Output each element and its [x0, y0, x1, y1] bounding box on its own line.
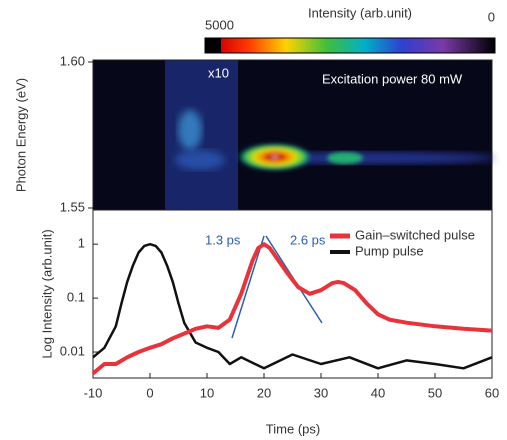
decay-label: 2.6 ps: [290, 232, 326, 247]
y-tick-label: 1.55: [60, 199, 85, 214]
rise-label: 1.3 ps: [205, 232, 241, 247]
y-tick-label: 0.01: [60, 343, 85, 358]
y-axis-title: Log Intensity (arb.unit): [39, 229, 54, 358]
power-label: Excitation power 80 mW: [322, 71, 463, 86]
x-tick-label: 60: [485, 385, 499, 400]
y-tick-label: 1: [78, 236, 85, 251]
colorbar-max: 5000: [205, 17, 234, 32]
x-tick-label: 50: [428, 385, 442, 400]
x-tick-label: 20: [257, 385, 271, 400]
colorbar-end: [205, 38, 221, 53]
colorbar: [204, 37, 496, 54]
colorbar-min: 0: [488, 9, 495, 24]
x-axis-title: Time (ps): [266, 421, 320, 436]
y-tick-label: 1.60: [60, 53, 85, 68]
x-tick-label: -10: [84, 385, 103, 400]
streak-image: [93, 60, 495, 210]
x-tick-label: 40: [371, 385, 385, 400]
y-axis-title-top: Photon Energy (eV): [13, 78, 28, 192]
colorbar-label: Intensity (arb.unit): [308, 5, 412, 20]
series-line: [92, 242, 493, 370]
fit-rise: [231, 235, 265, 339]
image-frame: [92, 59, 493, 211]
legend-label: Gain–switched pulse: [355, 227, 475, 242]
legend-label: Pump pulse: [355, 243, 424, 258]
x10-label: x10: [208, 65, 229, 80]
y-tick-label: 0.1: [67, 290, 85, 305]
series-line: [91, 242, 493, 376]
x-tick-label: 30: [314, 385, 328, 400]
x-tick-label: 10: [200, 385, 214, 400]
x-tick-label: 0: [146, 385, 153, 400]
